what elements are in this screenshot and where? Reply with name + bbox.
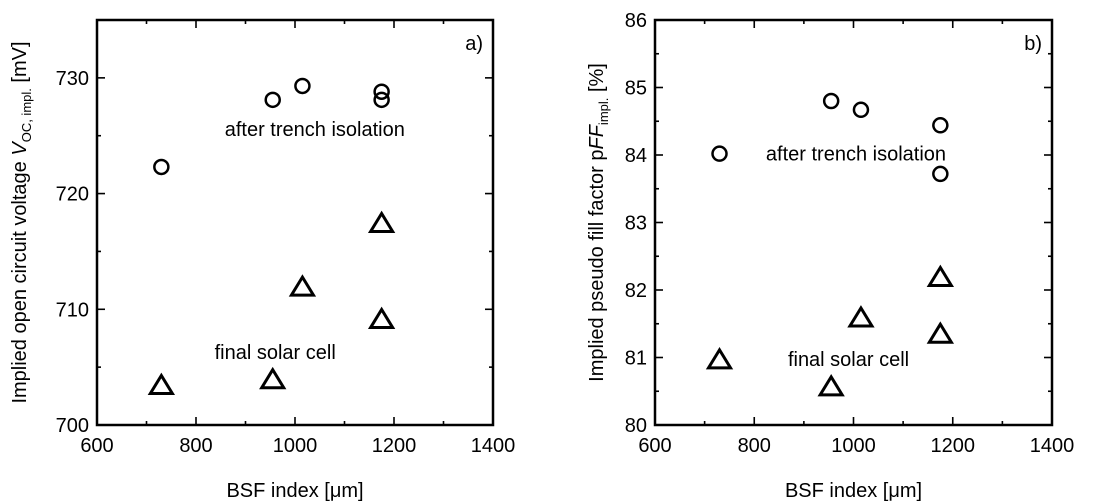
x-tick-label: 600 [638, 435, 671, 457]
y-axis-label: Implied pseudo fill factor pFFimpl. [%] [586, 63, 611, 382]
y-tick-label: 85 [625, 78, 647, 100]
circle-marker [822, 92, 840, 110]
y-tick-label: 80 [625, 415, 647, 437]
y-tick-label: 83 [625, 213, 647, 235]
circle-marker [373, 83, 390, 100]
circle-marker [932, 165, 949, 183]
y-tick-label: 710 [56, 299, 89, 321]
x-axis-label: BSF index [μm] [226, 480, 363, 502]
triangle-marker [705, 346, 734, 370]
x-tick-label: 800 [179, 435, 212, 457]
circle-marker [264, 91, 281, 109]
y-axis-label-unit: [mV] [9, 41, 31, 88]
triangle-marker [367, 306, 396, 330]
triangle-marker [817, 373, 845, 397]
y-tick-label: 730 [56, 68, 89, 90]
triangle-marker [367, 210, 396, 233]
triangle-marker [259, 366, 287, 390]
x-tick-label: 1400 [1030, 435, 1075, 457]
circle-marker [852, 101, 870, 119]
circle-marker [153, 158, 170, 176]
x-tick-label: 800 [738, 435, 771, 457]
panel-label: b) [1024, 33, 1042, 55]
plot-frame [95, 18, 495, 427]
x-tick-label: 1200 [372, 435, 417, 457]
x-axis-label: BSF index [μm] [785, 480, 922, 502]
y-axis-label-prefix: Implied open circuit voltage [9, 156, 31, 404]
y-axis-label-subscript: impl. [596, 98, 611, 125]
circle-marker [373, 91, 390, 109]
panel-label: a) [465, 33, 483, 55]
triangle-marker [847, 305, 875, 328]
y-tick-label: 86 [625, 10, 647, 32]
series-annotation: final solar cell [215, 342, 336, 364]
triangle-marker [926, 321, 955, 344]
circle-marker [932, 117, 949, 134]
x-tick-label: 1400 [471, 435, 516, 457]
y-axis-label-unit: [%] [586, 63, 608, 97]
y-axis-label-prefix: Implied pseudo fill factor p [586, 150, 608, 382]
y-tick-label: 720 [56, 184, 89, 206]
triangle-marker [147, 372, 176, 395]
y-tick-label: 700 [56, 415, 89, 437]
series-annotation: final solar cell [788, 349, 909, 371]
x-tick-label: 1000 [273, 435, 318, 457]
panel-b-pff-chart: 600 800 1000 1200 1400 80 81 82 83 84 85 86 BSF inde… [586, 10, 1074, 502]
triangle-marker [288, 274, 317, 297]
y-tick-label: 81 [625, 348, 647, 370]
circle-marker [711, 145, 728, 162]
x-tick-label: 1000 [831, 435, 876, 457]
y-axis-label: Implied open circuit voltage VOC, impl. … [9, 41, 34, 403]
y-tick-label: 84 [625, 145, 647, 167]
series-annotation: after trench isolation [766, 144, 946, 166]
panel-a-voc-chart: 600 800 1000 1200 1400 700 710 720 730 BSF index … [9, 18, 516, 502]
series-annotation: after trench isolation [225, 119, 405, 141]
x-tick-label: 600 [80, 435, 113, 457]
circle-marker [294, 77, 311, 95]
triangle-marker [926, 264, 955, 287]
y-axis-label-variable: V [9, 141, 31, 156]
x-tick-label: 1200 [931, 435, 976, 457]
y-axis-label-variable: FF [586, 123, 608, 149]
y-tick-label: 82 [625, 280, 647, 302]
y-axis-label-subscript: OC, impl. [19, 88, 34, 142]
